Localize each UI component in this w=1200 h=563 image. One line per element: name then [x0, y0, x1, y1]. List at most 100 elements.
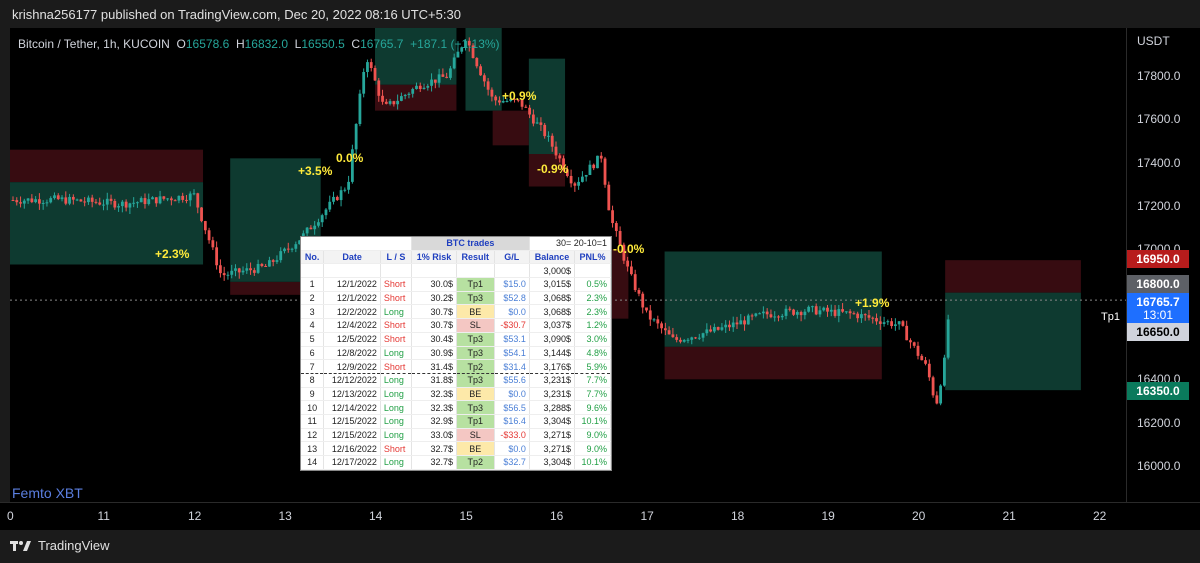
candle-body	[128, 203, 132, 208]
candle-body	[686, 339, 690, 341]
candle-body	[942, 357, 946, 386]
candle-body	[637, 290, 641, 294]
trade-risk: 30.4$	[411, 332, 458, 347]
candle-body	[750, 315, 754, 317]
tradingview-logo[interactable]: TradingView	[10, 538, 110, 553]
candle-body	[177, 195, 181, 201]
candle-body	[882, 322, 886, 324]
trade-balance: 3,176$	[529, 359, 576, 374]
trade-pnl: 10.1%	[574, 455, 611, 470]
candle-body	[569, 175, 573, 184]
price-tick-label: 17600.0	[1137, 112, 1181, 127]
candle-body	[614, 223, 618, 231]
candle-body	[117, 206, 120, 208]
trade-balance: 3,144$	[529, 346, 576, 361]
currency-label: USDT	[1137, 34, 1170, 48]
candle-body	[893, 324, 897, 327]
time-tick-label: 19	[821, 509, 835, 523]
trade-no: 7	[301, 359, 325, 374]
candle-body	[407, 93, 411, 95]
candle-body	[181, 195, 185, 200]
footer-bar	[0, 530, 1200, 563]
candle-body	[373, 68, 377, 81]
candle-body	[935, 395, 939, 404]
candle-body	[516, 99, 520, 101]
stop-zone	[492, 110, 529, 146]
trade-no: 14	[301, 455, 325, 470]
candle-body	[94, 201, 98, 203]
trade-gl: $52.8	[494, 291, 530, 306]
trade-gl: $56.5	[494, 400, 530, 415]
trade-pnl: 10.1%	[574, 414, 611, 429]
candle-body	[22, 200, 26, 204]
trade-risk: 32.7$	[411, 455, 458, 470]
candle-body	[339, 190, 343, 201]
candle-body	[920, 355, 924, 361]
candle-body	[498, 100, 501, 103]
candle-body	[792, 309, 795, 315]
trade-pnl: 2.3%	[574, 291, 611, 306]
candle-body	[565, 169, 569, 176]
trade-balance: 3,231$	[529, 387, 576, 402]
trade-pnl: 9.0%	[574, 441, 611, 456]
candle-body	[761, 311, 765, 314]
pct-label: -0.0%	[613, 242, 645, 256]
trade-date: 12/8/2022	[323, 346, 381, 361]
candle-body	[245, 268, 249, 271]
trade-side: Short	[380, 318, 412, 333]
candle-body	[75, 199, 79, 201]
candle-body	[415, 85, 418, 90]
candle-body	[467, 40, 471, 46]
candle-body	[203, 221, 207, 231]
candle-body	[705, 329, 709, 334]
candle-body	[53, 195, 56, 199]
candle-body	[313, 225, 317, 230]
trade-side: Short	[380, 277, 412, 292]
candle-body	[844, 311, 848, 313]
trade-side: Long	[380, 455, 412, 470]
table-row: 6 12/8/2022 Long 30.9$ Tp3 $54.1 3,144$ 4.8%	[301, 346, 611, 361]
trade-risk: 30.7$	[411, 304, 458, 320]
trade-pnl: 1.2%	[574, 318, 611, 333]
col-header: No.	[301, 250, 325, 265]
candle-body	[765, 311, 769, 315]
trade-side: Long	[380, 387, 412, 402]
candle-body	[550, 135, 554, 147]
stop-zone	[945, 260, 1081, 293]
time-tick-label: 12	[188, 509, 202, 523]
candle-body	[490, 89, 494, 97]
time-tick-label: 18	[731, 509, 745, 523]
candle-body	[931, 377, 935, 396]
candle-body	[596, 155, 599, 169]
time-axis[interactable]: 0 11 12 13 14 15 16 17 18 19 20 21 22	[0, 502, 1200, 531]
pct-label: 0.0%	[336, 151, 364, 165]
table-row: 9 12/13/2022 Long 32.3$ BE $0.0 3,231$ 7.7%	[301, 387, 611, 402]
candle-body	[645, 307, 648, 311]
candle-body	[909, 340, 912, 343]
candle-body	[449, 68, 452, 78]
publish-info: krishna256177 published on TradingView.c…	[12, 7, 461, 22]
trade-balance: 3,304$	[529, 414, 576, 429]
candle-body	[37, 199, 41, 204]
candle-body	[573, 183, 577, 186]
trade-no: 9	[301, 387, 325, 402]
author-brand: Femto XBT	[12, 485, 83, 501]
candle-body	[622, 244, 626, 261]
candle-body	[603, 158, 607, 185]
trade-balance: 3,068$	[529, 291, 576, 306]
start-balance: 3,000$	[529, 263, 576, 279]
candle-body	[735, 322, 739, 325]
trade-gl: $55.6	[494, 373, 530, 388]
table-row: 1 12/1/2022 Short 30.0$ Tp1 $15.0 3,015$ 0.5%	[301, 277, 611, 292]
trade-result: Tp3	[456, 400, 495, 415]
candle-body	[196, 193, 200, 208]
candle-body	[852, 313, 856, 315]
trade-risk: 30.7$	[411, 318, 458, 333]
candle-body	[433, 79, 437, 83]
candle-body	[64, 197, 68, 204]
candle-body	[924, 360, 927, 364]
candle-body	[185, 199, 188, 201]
target-zone	[664, 297, 882, 347]
candle-body	[452, 57, 456, 69]
candle-body	[580, 176, 584, 182]
